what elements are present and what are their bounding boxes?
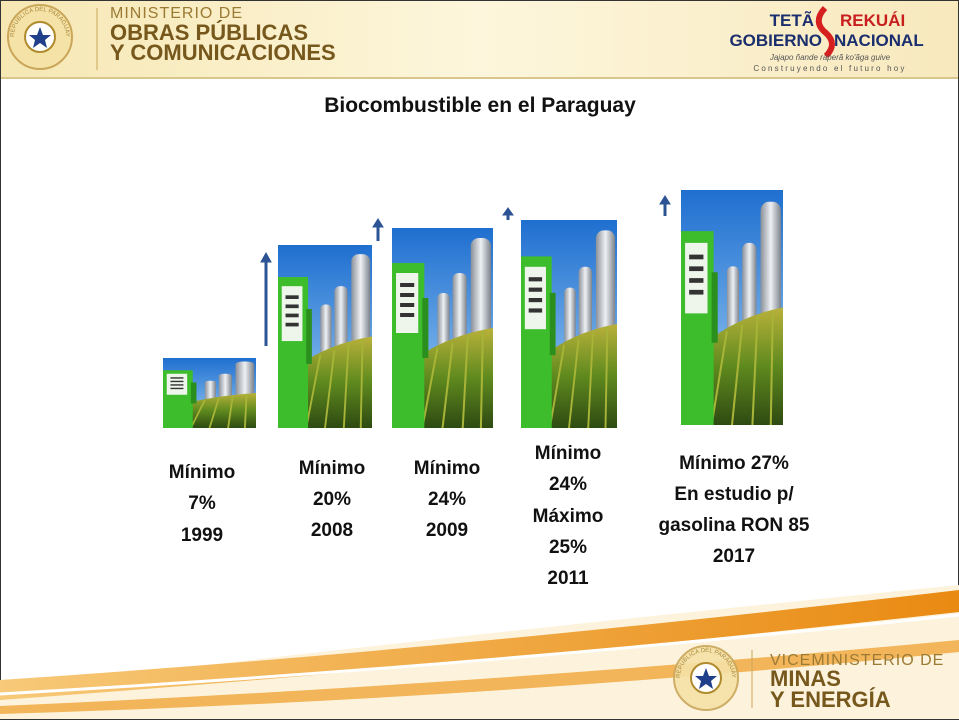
- step-label: 1999: [181, 525, 223, 546]
- step-label: Mínimo 27%: [679, 453, 789, 474]
- biofuel-image: [521, 220, 617, 428]
- step-label: 24%: [549, 474, 587, 495]
- step-label: 7%: [188, 493, 216, 514]
- biofuel-image: [278, 245, 372, 428]
- step-label: Mínimo: [535, 443, 602, 464]
- step-label: 2008: [311, 520, 353, 541]
- logo-text: NACIONAL: [834, 31, 924, 50]
- step-label: Mínimo: [169, 462, 236, 483]
- logo-motto: Construyendo el futuro hoy: [753, 64, 906, 73]
- footer-seal: REPUBLICA DEL PARAGUAY: [674, 646, 738, 710]
- biofuel-image: [681, 190, 783, 425]
- slide-title: Biocombustible en el Paraguay: [324, 94, 636, 117]
- step-label: 24%: [428, 489, 466, 510]
- biofuel-image: [392, 228, 493, 428]
- step-label: En estudio p/: [674, 484, 794, 505]
- step-label: 2017: [713, 546, 755, 567]
- seal: REPUBLICA DEL PARAGUAY: [8, 5, 72, 69]
- slide: REPUBLICA DEL PARAGUAY MINISTERIO DE OBR…: [0, 0, 959, 720]
- step-label: 2011: [547, 568, 589, 589]
- step-label: gasolina RON 85: [659, 515, 810, 536]
- biofuel-image: [163, 358, 256, 428]
- step-label: 20%: [313, 489, 351, 510]
- logo-motto: Jajapo ñande raperã ko'ãga guive: [769, 53, 891, 62]
- logo-text: GOBIERNO: [729, 31, 822, 50]
- step-label: Máximo: [533, 506, 604, 527]
- ministry-line: Y COMUNICACIONES: [110, 40, 336, 65]
- step-label: 2009: [426, 520, 468, 541]
- logo-text: REKUÁI: [840, 11, 905, 30]
- step-label: Mínimo: [299, 458, 366, 479]
- logo-text: TETÃ: [770, 10, 814, 30]
- step-label: Mínimo: [414, 458, 481, 479]
- step-label: 25%: [549, 537, 587, 558]
- footer-line: Y ENERGÍA: [770, 687, 891, 712]
